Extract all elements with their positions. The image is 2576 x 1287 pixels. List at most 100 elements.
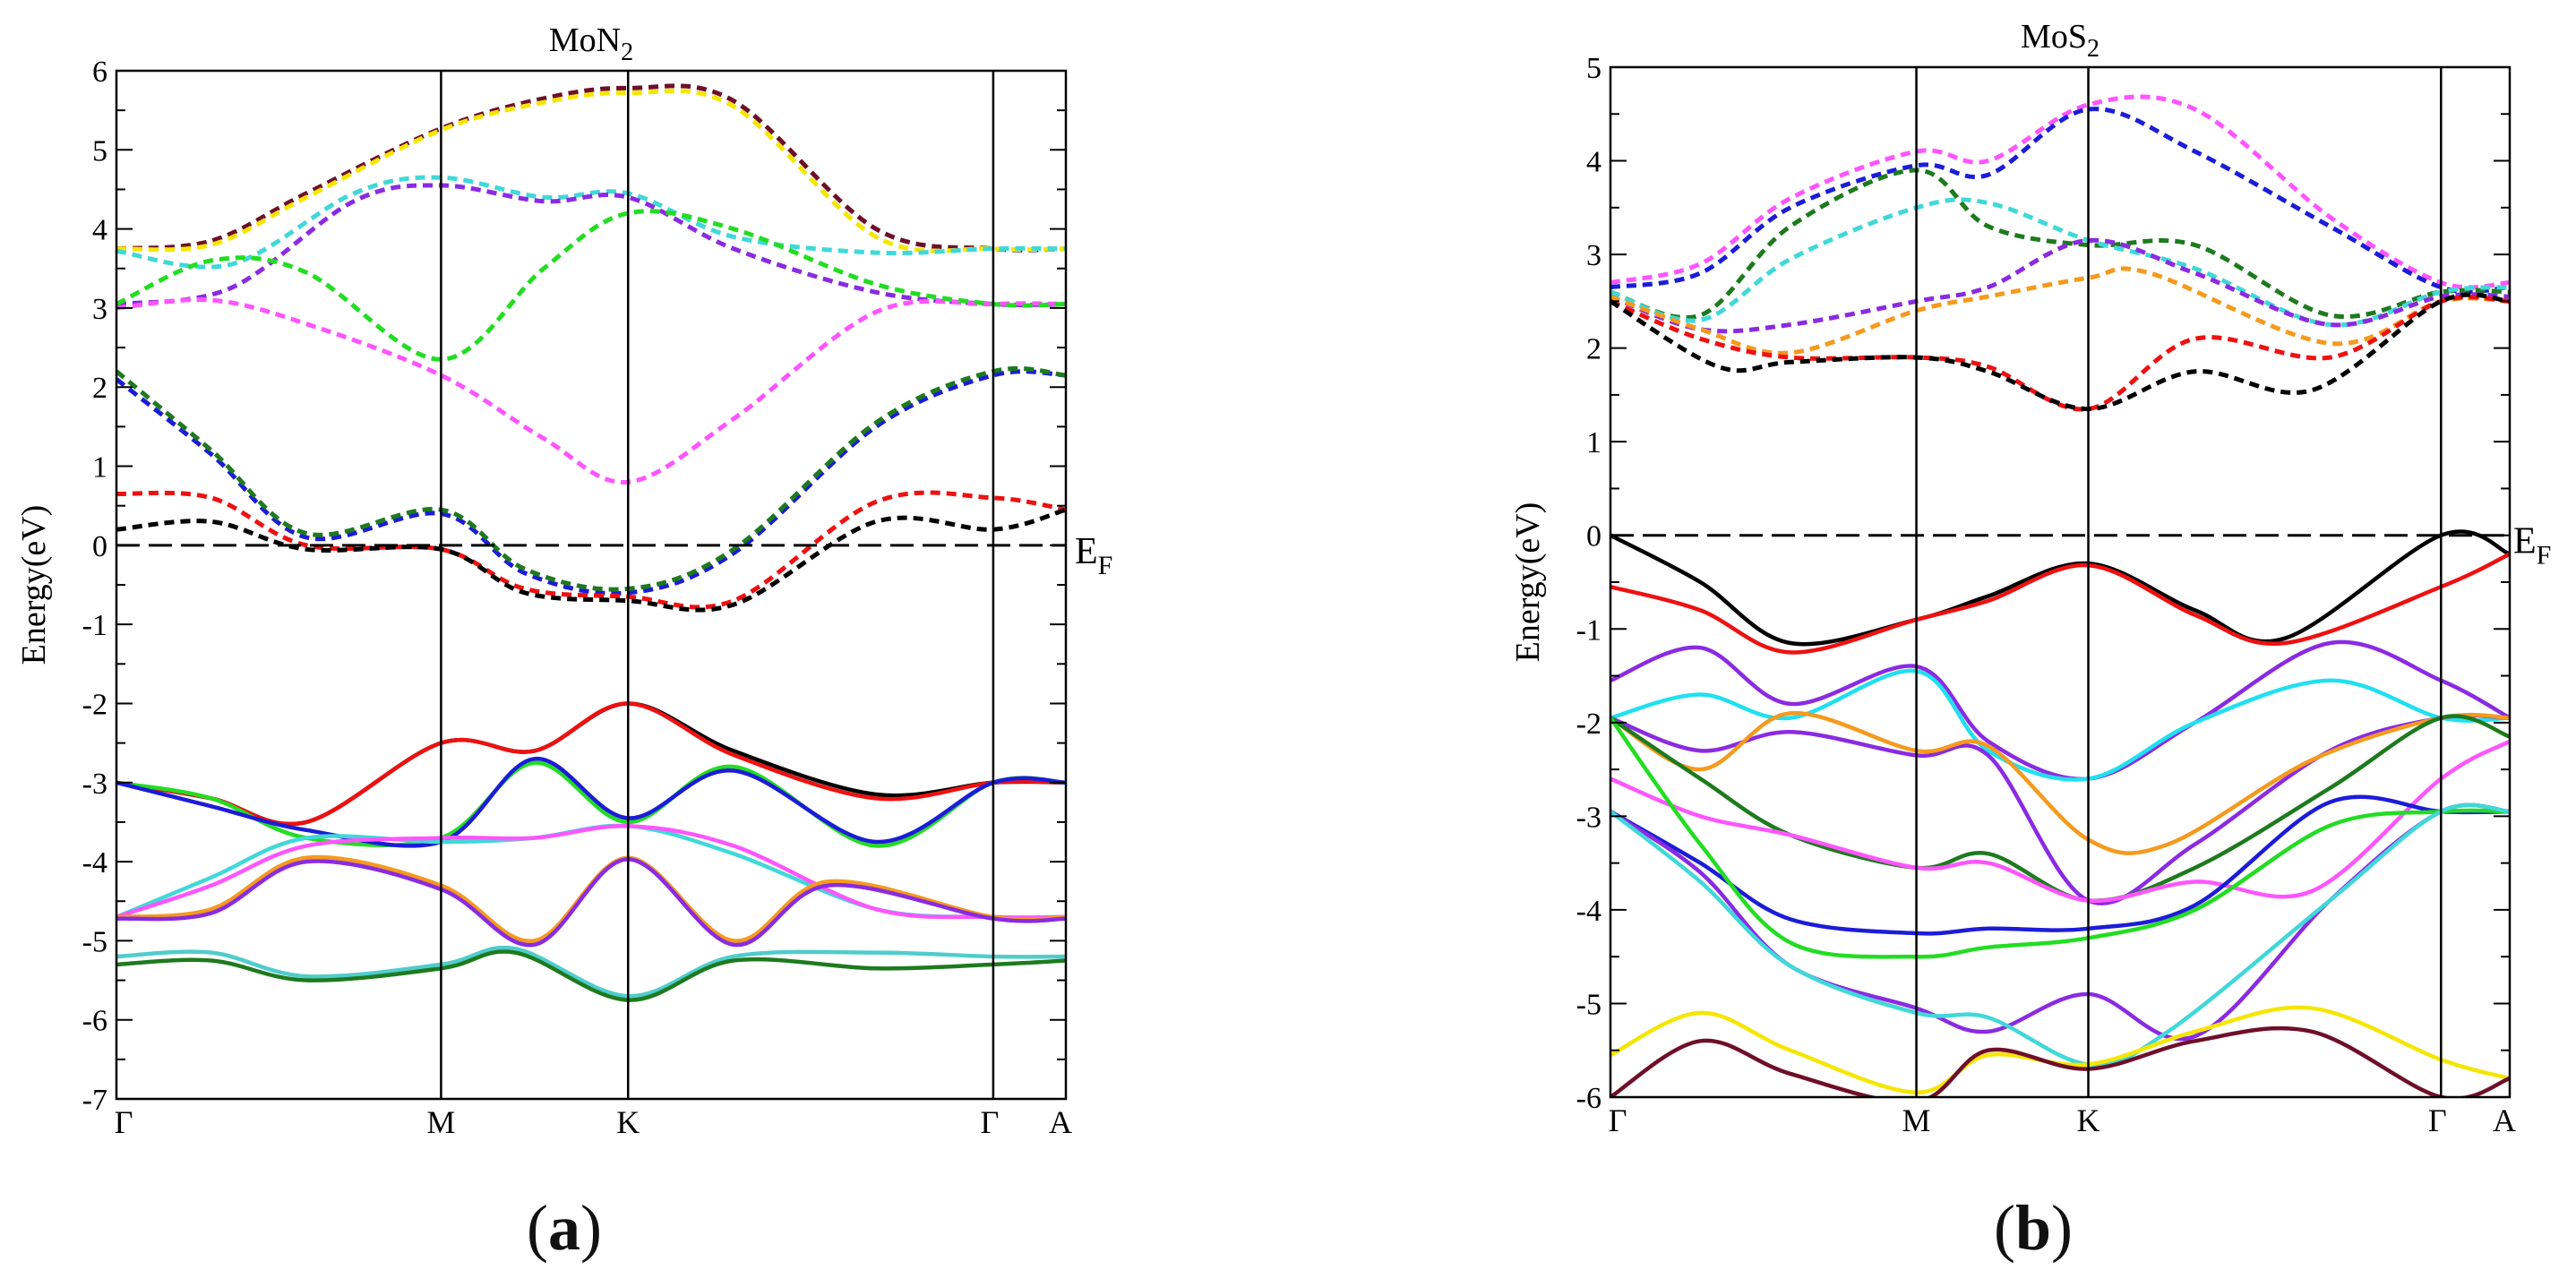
caption-a-label: a [548,1192,580,1264]
mos2-band-cb-purple [1610,237,2510,334]
mon2-band-vb-purple [116,857,1066,948]
mos2-band-cb-cyan [1610,197,2510,328]
mos2-band-cb-blue [1610,107,2510,295]
caption-b-open: ( [1993,1192,2015,1264]
mon2-ylabel: Energy(eV) [15,505,53,665]
mos2-ytick-label: 0 [1586,520,1601,553]
mos2-band-cb-magenta [1610,94,2510,290]
mon2-band-vb-magenta [116,823,1066,920]
mon2-ytick-label: 4 [92,214,107,247]
mos2-ytick-label: -4 [1576,895,1601,928]
mon2-bands [116,83,1066,1002]
mos2-kpoint-label-0: Γ [1609,1103,1627,1138]
mon2-ytick-label: 0 [92,530,107,563]
mos2-kpoint-label-4: A [2493,1103,2516,1138]
caption-b: (b) [1994,1191,2073,1266]
mon2-ytick-label: 5 [92,134,107,167]
mos2-ytick-label: 5 [1586,52,1601,85]
mon2-ytick-label: -3 [82,768,107,801]
mon2-band-vb-teal [116,945,1066,999]
mon2-ytick-label: 6 [92,56,107,89]
mon2-title-main: MoN [549,21,621,59]
mos2-fermi-label-main: E [2513,521,2537,562]
mon2-band-cb-blue [116,369,1066,596]
mos2-fermi-label-sub: F [2537,541,2552,571]
mos2-band-vb-cyan1 [1610,668,2510,782]
mos2-kpoint-label-3: Γ [2428,1103,2447,1138]
mos2-title-main: MoS [2021,18,2087,56]
mos2-ytick-label: 1 [1586,426,1601,459]
mos2-title: MoS2 [2021,18,2099,63]
mon2-band-cb-darkgreen [116,365,1066,592]
mos2-ytick-label: -5 [1576,988,1601,1021]
mon2-ytick-label: -7 [82,1084,107,1117]
mos2-kpoint-label-2: K [2077,1103,2100,1138]
caption-a: (a) [527,1191,602,1266]
mos2-title-sub: 2 [2087,35,2099,63]
mos2-bands [1610,94,2510,1097]
mon2-kpoint-label-2: K [616,1104,640,1140]
caption-a-close: ) [580,1192,602,1264]
mos2-ytick-label: -3 [1576,801,1601,834]
mon2-band-vb-red [116,701,1066,827]
mon2-fermi-label-sub: F [1098,551,1113,580]
mon2-band-vb-black [116,701,1066,827]
mon2-ytick-label: -4 [82,846,107,879]
mos2-ytick-label: 3 [1586,239,1601,272]
mos2-band-vb-darkgreen [1610,714,2510,903]
mos2-band-vb-black [1610,529,2510,647]
mos2-band-vb-purple1 [1610,639,2510,782]
mos2-band-vb-green [1610,716,2510,959]
mos2-fermi-label: EF [2513,521,2551,571]
mos2-ytick-label: 2 [1586,333,1601,366]
mon2-band-cb-yellow [116,88,1066,253]
mon2-band-cb-red [116,490,1066,610]
mos2-band-vb-purple2 [1610,713,2510,905]
mon2-ytick-label: -2 [82,688,107,721]
mos2-kpoint-label-1: M [1902,1103,1931,1138]
mon2-fermi-label-main: E [1075,531,1098,572]
mon2-band-vb-green [116,760,1066,848]
caption-b-label: b [2014,1192,2052,1264]
mon2-band-vb-blue [116,757,1066,848]
mos2-band-vb-darkred [1610,1025,2510,1097]
mos2-band-vb-magenta [1610,739,2510,904]
mos2-ytick-label: -1 [1576,613,1601,647]
mos2-ytick-label: -6 [1576,1082,1601,1115]
mon2-band-cb-black [116,507,1066,613]
mon2-kpoint-label-0: Γ [115,1104,133,1140]
mon2-ytick-label: -1 [82,609,107,642]
mos2-ytick-label: 4 [1586,146,1601,179]
mos2-ytick-label: -2 [1576,708,1601,741]
mon2-title-sub: 2 [621,39,633,66]
mon2-ytick-label: -5 [82,925,107,958]
mos2-band-cb-red [1610,295,2510,412]
mon2-kpoint-label-4: A [1049,1104,1072,1140]
mon2-title: MoN2 [549,21,633,66]
mon2-kpoint-label-3: Γ [981,1104,1000,1140]
mon2-band-cb-cyan [116,175,1066,270]
mos2-band-vb-red [1610,552,2510,655]
mon2-ytick-label: 2 [92,372,107,405]
mon2-band-vb-cyan [116,823,1066,920]
mos2-band-vb-blue [1610,794,2510,936]
mos2-band-cb-black [1610,292,2510,412]
mos2-band-cb-orange [1610,266,2510,356]
caption-a-open: ( [527,1192,548,1264]
mon2-ytick-label: 3 [92,293,107,326]
mos2-band-vb-orange [1610,711,2510,855]
mon2-ytick-label: -6 [82,1005,107,1038]
mos2-ylabel: Energy(eV) [1509,502,1547,663]
mon2-ytick-label: 1 [92,451,107,485]
mon2-fermi-label: EF [1075,531,1112,580]
mon2-band-cb-green [116,209,1066,362]
mos2-band-vb-yellow [1610,1005,2510,1095]
mon2-band-cb-darkred [116,83,1066,253]
mon2-band-cb-magenta [116,297,1066,485]
mon2-band-vb-orange [116,854,1066,943]
caption-b-close: ) [2051,1192,2074,1264]
